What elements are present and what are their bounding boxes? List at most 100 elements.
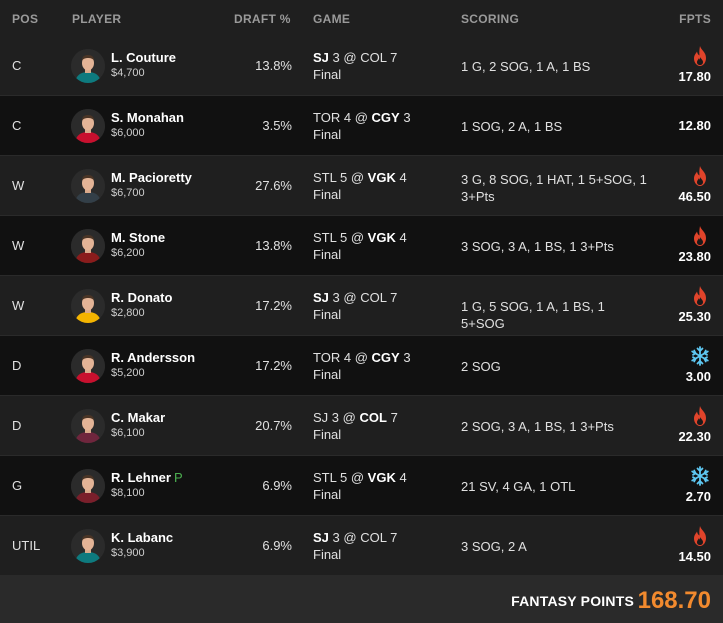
home-team: COL: [360, 530, 387, 545]
home-score: 4: [399, 470, 407, 485]
table-row[interactable]: UTIL K. Labanc $3,900 6.9% SJ 3 @ COL 7 Final…: [0, 516, 723, 576]
player-avatar[interactable]: [71, 469, 105, 503]
player-avatar[interactable]: [71, 229, 105, 263]
player-salary: $6,100: [111, 427, 145, 439]
away-team: SJ: [313, 50, 329, 65]
fantasy-points: 2.70: [685, 489, 711, 504]
row-pos: W: [12, 298, 25, 313]
player-avatar[interactable]: [71, 529, 105, 563]
home-team: COL: [360, 50, 387, 65]
fire-icon: [689, 46, 711, 68]
game-matchup: STL 5 @ VGK 4: [313, 470, 407, 485]
player-name[interactable]: K. Labanc: [111, 530, 174, 545]
fantasy-points-label: FANTASY POINTS: [511, 593, 634, 609]
fantasy-points-total: 168.70: [637, 587, 711, 614]
snowflake-icon: [689, 466, 711, 488]
table-row[interactable]: W M. Pacioretty $6,700 27.6% STL 5 @ VGK 4 Fi…: [0, 156, 723, 216]
away-team: SJ: [313, 530, 329, 545]
scoring-summary: 1 G, 2 SOG, 1 A, 1 BS: [461, 59, 591, 74]
scoring-summary: 3 SOG, 2 A: [461, 539, 527, 554]
fantasy-points-footer: FANTASY POINTS 168.70: [0, 575, 723, 623]
at-symbol: @: [354, 350, 368, 365]
draft-percent: 17.2%: [255, 358, 292, 373]
player-salary: $8,100: [111, 487, 145, 499]
at-symbol: @: [343, 530, 357, 545]
draft-percent: 20.7%: [255, 418, 292, 433]
away-team: SJ: [313, 410, 329, 425]
at-symbol: @: [350, 230, 365, 245]
away-team: SJ: [313, 290, 329, 305]
table-row[interactable]: D C. Makar $6,100 20.7% SJ 3 @ COL 7 Final 2 S…: [0, 396, 723, 456]
table-header: POS PLAYER DRAFT % GAME SCORING FPTS: [0, 0, 723, 36]
home-team: COL: [359, 410, 387, 425]
fantasy-points: 25.30: [678, 309, 711, 324]
table-row[interactable]: C L. Couture $4,700 13.8% SJ 3 @ COL 7 Final 1…: [0, 36, 723, 96]
fire-icon: [689, 166, 711, 188]
table-row[interactable]: W M. Stone $6,200 13.8% STL 5 @ VGK 4 Final 3 …: [0, 216, 723, 276]
game-matchup: TOR 4 @ CGY 3: [313, 350, 411, 365]
game-matchup: TOR 4 @ CGY 3: [313, 110, 411, 125]
header-fpts[interactable]: FPTS: [679, 12, 711, 26]
player-salary: $3,900: [111, 547, 145, 559]
away-team: TOR: [313, 110, 341, 125]
draft-percent: 6.9%: [262, 478, 292, 493]
player-tag: P: [173, 470, 183, 485]
header-game[interactable]: GAME: [313, 12, 351, 26]
fire-icon: [689, 526, 711, 548]
scoring-summary: 3 G, 8 SOG, 1 HAT, 1 5+SOG, 1 3+Pts: [461, 172, 647, 204]
header-pos[interactable]: POS: [12, 12, 39, 26]
away-score: 5: [339, 470, 348, 485]
player-name[interactable]: R. Lehner P: [111, 470, 183, 485]
row-pos: UTIL: [12, 538, 41, 553]
player-avatar[interactable]: [71, 49, 105, 83]
draft-percent: 3.5%: [262, 118, 292, 133]
fire-icon: [689, 226, 711, 248]
home-team: CGY: [371, 110, 400, 125]
fantasy-points: 23.80: [678, 249, 711, 264]
table-row[interactable]: W R. Donato $2,800 17.2% SJ 3 @ COL 7 Final 1 …: [0, 276, 723, 336]
home-score: 3: [403, 350, 411, 365]
player-name[interactable]: R. Andersson: [111, 350, 196, 365]
player-salary: $6,700: [111, 187, 145, 199]
header-draft[interactable]: DRAFT %: [234, 12, 291, 26]
game-status: Final: [313, 427, 342, 442]
player-name[interactable]: M. Stone: [111, 230, 166, 245]
player-avatar[interactable]: [71, 169, 105, 203]
at-symbol: @: [342, 410, 356, 425]
away-team: TOR: [313, 350, 341, 365]
away-score: 5: [339, 230, 348, 245]
roster-table: C L. Couture $4,700 13.8% SJ 3 @ COL 7 Final 1…: [0, 36, 723, 576]
away-score: 3: [331, 410, 340, 425]
home-team: VGK: [367, 470, 396, 485]
player-name[interactable]: R. Donato: [111, 290, 173, 305]
game-status: Final: [313, 487, 342, 502]
player-name[interactable]: S. Monahan: [111, 110, 184, 125]
row-pos: D: [12, 418, 22, 433]
player-avatar[interactable]: [71, 409, 105, 443]
player-name[interactable]: M. Pacioretty: [111, 170, 192, 185]
table-row[interactable]: D R. Andersson $5,200 17.2% TOR 4 @ CGY 3 Fin…: [0, 336, 723, 396]
fire-icon: [689, 406, 711, 428]
draft-percent: 13.8%: [255, 58, 292, 73]
player-avatar[interactable]: [71, 289, 105, 323]
draft-percent: 27.6%: [255, 178, 292, 193]
game-matchup: STL 5 @ VGK 4: [313, 170, 407, 185]
table-row[interactable]: C S. Monahan $6,000 3.5% TOR 4 @ CGY 3 Final 1…: [0, 96, 723, 156]
header-scoring[interactable]: SCORING: [461, 12, 520, 26]
player-name[interactable]: C. Makar: [111, 410, 166, 425]
home-team: COL: [360, 290, 387, 305]
scoring-summary: 3 SOG, 3 A, 1 BS, 1 3+Pts: [461, 239, 614, 254]
home-score: 4: [399, 170, 407, 185]
row-pos: G: [12, 478, 23, 493]
at-symbol: @: [350, 470, 365, 485]
table-row[interactable]: G R. Lehner P $8,100 6.9% STL 5 @ VGK 4 Final 2…: [0, 456, 723, 516]
header-player[interactable]: PLAYER: [72, 12, 122, 26]
fantasy-points: 22.30: [678, 429, 711, 444]
home-score: 7: [390, 530, 398, 545]
fantasy-points: 3.00: [685, 369, 711, 384]
player-name[interactable]: L. Couture: [111, 50, 176, 65]
draft-percent: 13.8%: [255, 238, 292, 253]
player-avatar[interactable]: [71, 109, 105, 143]
home-team: VGK: [367, 170, 396, 185]
player-avatar[interactable]: [71, 349, 105, 383]
